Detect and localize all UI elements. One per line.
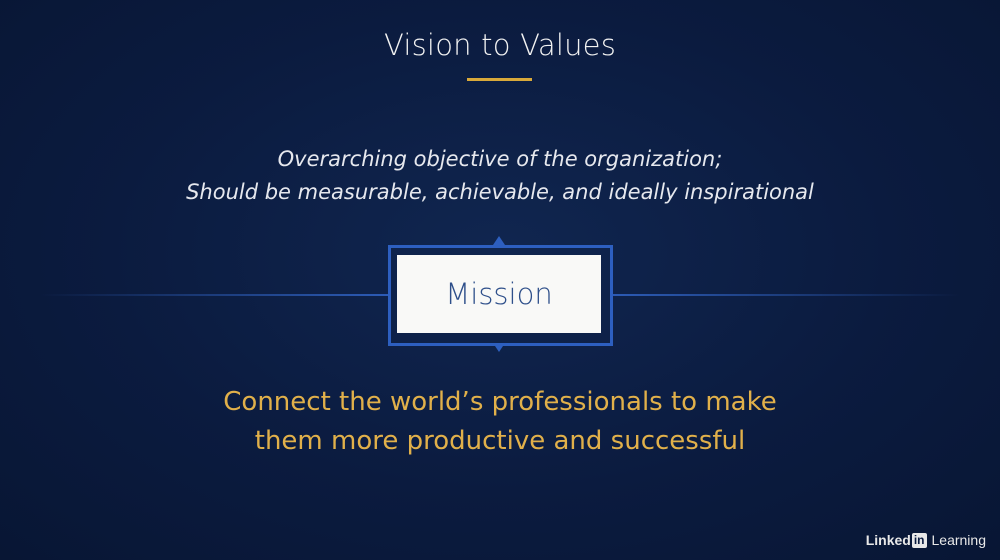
mission-box: Mission <box>397 255 601 333</box>
mission-statement: Connect the world’s professionals to mak… <box>0 383 1000 461</box>
mission-label: Mission <box>445 277 553 311</box>
slide-title: Vision to Values <box>383 28 617 62</box>
description-line-2: Should be measurable, achievable, and id… <box>186 180 814 204</box>
title-underline <box>467 78 532 81</box>
description-line-1: Overarching objective of the organizatio… <box>277 147 723 171</box>
linkedin-logo-icon: in <box>911 532 927 548</box>
brand-linked: Linked <box>865 532 911 548</box>
linkedin-learning-watermark: Linked in Learning <box>866 532 986 548</box>
statement-line-2: them more productive and successful <box>254 426 746 456</box>
statement-line-1: Connect the world’s professionals to mak… <box>223 387 777 417</box>
brand-learning: Learning <box>931 532 987 548</box>
arrow-down-icon <box>493 343 505 352</box>
connector-line-right <box>611 294 960 296</box>
arrow-up-icon <box>493 236 505 245</box>
description: Overarching objective of the organizatio… <box>0 143 1000 209</box>
connector-line-left <box>40 294 388 296</box>
